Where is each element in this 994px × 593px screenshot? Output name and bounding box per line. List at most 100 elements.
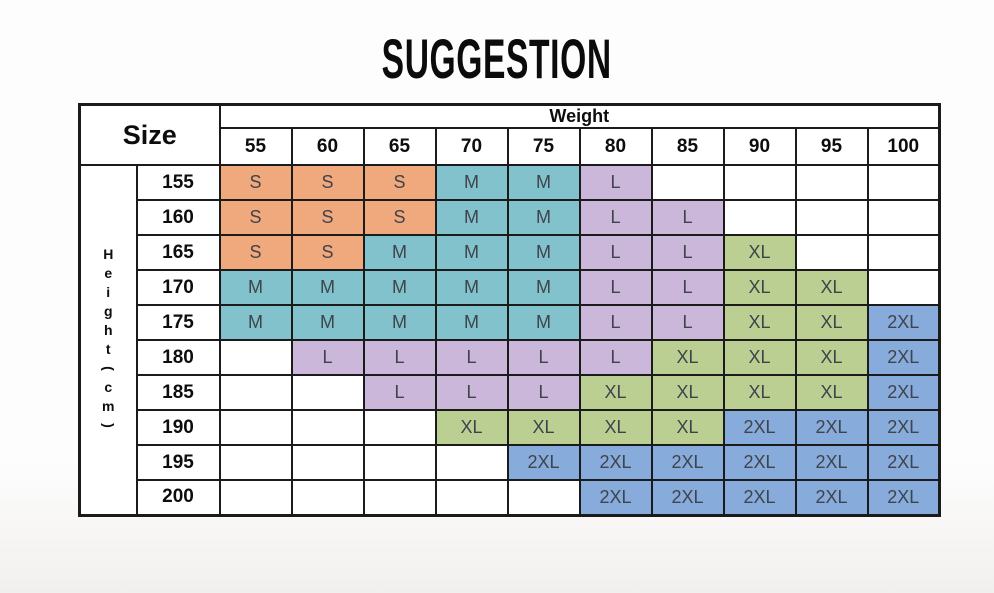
size-cell: 2XL: [650, 444, 725, 481]
size-cell: XL: [794, 374, 869, 411]
height-axis-char: e: [104, 264, 113, 281]
size-cell: L: [578, 339, 653, 376]
size-cell: XL: [434, 409, 509, 446]
size-cell: M: [506, 269, 581, 306]
size-cell: XL: [722, 374, 797, 411]
height-row-header: 200: [135, 479, 221, 516]
size-cell: S: [218, 164, 293, 201]
size-cell: XL: [722, 269, 797, 306]
size-cell: [866, 164, 941, 201]
height-row-header: 180: [135, 339, 221, 376]
height-axis-char: ): [100, 422, 117, 428]
size-cell: [794, 164, 869, 201]
height-row-header: 155: [135, 164, 221, 201]
size-cell: 2XL: [722, 444, 797, 481]
size-cell: L: [362, 339, 437, 376]
size-cell: [362, 409, 437, 446]
size-cell: 2XL: [722, 479, 797, 516]
size-cell: M: [290, 269, 365, 306]
size-cell: 2XL: [506, 444, 581, 481]
table-row: 190 XL XL XL XL 2XL 2XL 2XL: [80, 409, 941, 446]
size-cell: 2XL: [866, 304, 941, 341]
height-row-header: 190: [135, 409, 221, 446]
size-cell: S: [290, 164, 365, 201]
size-cell: L: [290, 339, 365, 376]
size-cell: M: [434, 199, 509, 236]
size-cell: M: [506, 199, 581, 236]
size-cell: [722, 164, 797, 201]
weight-columns-row: 55 60 65 70 75 80 85 90 95 100: [80, 127, 941, 166]
weight-column-header: 55: [218, 127, 293, 166]
page-title: SUGGESTION: [0, 26, 994, 91]
size-cell: 2XL: [578, 444, 653, 481]
size-cell: [794, 199, 869, 236]
size-cell: M: [506, 304, 581, 341]
size-cell: M: [218, 269, 293, 306]
weight-column-header: 85: [650, 127, 725, 166]
size-cell: [434, 479, 509, 516]
size-cell: M: [506, 164, 581, 201]
table-row: 195 2XL 2XL 2XL 2XL 2XL 2XL: [80, 444, 941, 481]
size-cell: [290, 374, 365, 411]
size-cell: L: [506, 374, 581, 411]
page-title-text: SUGGESTION: [381, 27, 613, 90]
size-cell: [218, 479, 293, 516]
header-row-top: Size Weight: [78, 103, 941, 166]
size-cell: [218, 339, 293, 376]
height-row-header: 185: [135, 374, 221, 411]
size-cell: L: [650, 199, 725, 236]
size-cell: L: [578, 164, 653, 201]
size-cell: [218, 444, 293, 481]
weight-column-header: 75: [506, 127, 581, 166]
size-cell: 2XL: [866, 444, 941, 481]
size-cell: [290, 479, 365, 516]
size-cell: S: [290, 234, 365, 271]
size-cell: XL: [722, 304, 797, 341]
size-cell: L: [650, 234, 725, 271]
size-cell: [290, 409, 365, 446]
size-cell: 2XL: [866, 374, 941, 411]
size-cell: [362, 444, 437, 481]
size-cell: [290, 444, 365, 481]
height-axis-char: H: [103, 245, 114, 262]
size-cell: L: [434, 339, 509, 376]
table-row: 175 M M M M M L L XL XL 2XL: [80, 304, 941, 341]
size-cell: XL: [650, 374, 725, 411]
size-cell: L: [578, 269, 653, 306]
size-cell: M: [362, 304, 437, 341]
size-cell: M: [434, 164, 509, 201]
size-cell: L: [578, 199, 653, 236]
size-cell: XL: [578, 374, 653, 411]
size-cell: S: [362, 164, 437, 201]
table-row: 170 M M M M M L L XL XL: [80, 269, 941, 306]
size-corner-header: Size: [78, 103, 221, 166]
size-cell: XL: [794, 269, 869, 306]
height-axis-char: h: [103, 321, 113, 338]
size-cell: M: [218, 304, 293, 341]
size-cell: 2XL: [866, 479, 941, 516]
size-cell: S: [290, 199, 365, 236]
weight-column-header: 90: [722, 127, 797, 166]
size-cell: 2XL: [794, 409, 869, 446]
height-axis-char: i: [106, 283, 111, 300]
height-row-header: 165: [135, 234, 221, 271]
weight-group-header: Weight: [218, 103, 941, 129]
size-cell: [866, 269, 941, 306]
size-cell: M: [434, 234, 509, 271]
table-row: 160 S S S M M L L: [80, 199, 941, 236]
height-axis-char: g: [103, 302, 113, 319]
size-cell: M: [362, 234, 437, 271]
size-cell: L: [578, 234, 653, 271]
weight-column-header: 60: [290, 127, 365, 166]
size-cell: L: [650, 304, 725, 341]
height-axis-char: c: [104, 378, 113, 395]
size-cell: [218, 374, 293, 411]
size-cell: XL: [506, 409, 581, 446]
size-cell: XL: [650, 339, 725, 376]
height-axis-char: m: [102, 397, 115, 414]
